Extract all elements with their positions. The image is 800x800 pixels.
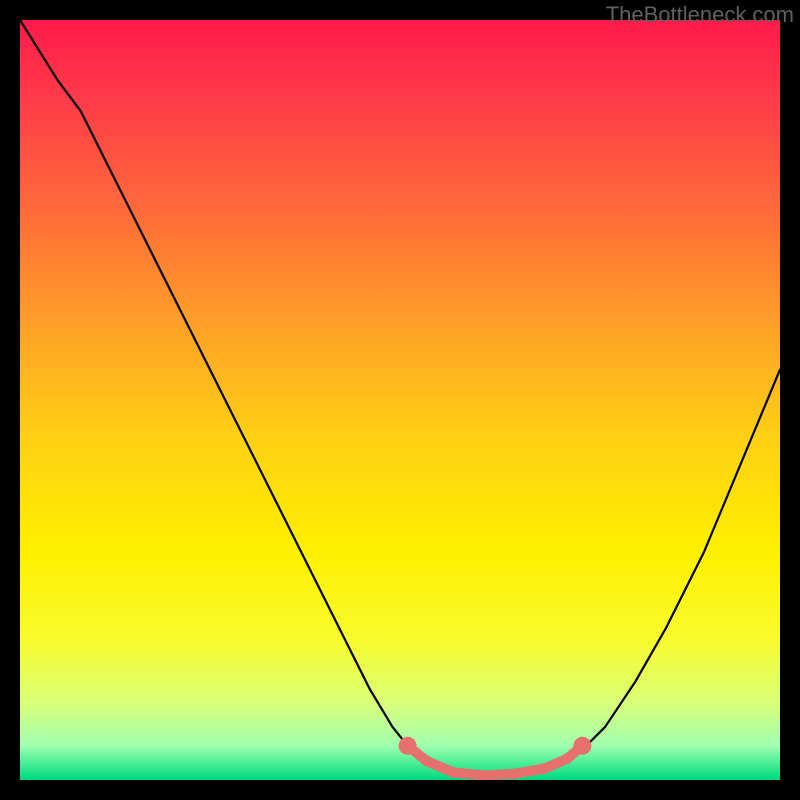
marker-dot [509, 769, 520, 780]
chart-frame [20, 20, 780, 780]
marker-dot [573, 737, 591, 755]
attribution-text: TheBottleneck.com [606, 2, 794, 28]
marker-dot [448, 767, 459, 778]
marker-dot [399, 737, 417, 755]
marker-dot [539, 763, 550, 774]
bottleneck-chart [20, 20, 780, 780]
gradient-background [20, 20, 780, 780]
marker-dot [421, 756, 432, 767]
marker-dot [562, 753, 573, 764]
